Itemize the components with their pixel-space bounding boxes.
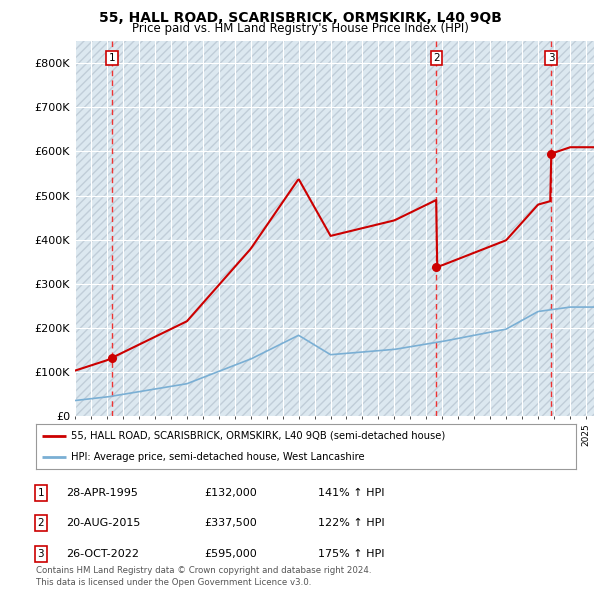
- Text: 20-AUG-2015: 20-AUG-2015: [66, 519, 140, 528]
- Text: 1: 1: [109, 53, 115, 63]
- Text: 28-APR-1995: 28-APR-1995: [66, 488, 138, 497]
- Text: Contains HM Land Registry data © Crown copyright and database right 2024.
This d: Contains HM Land Registry data © Crown c…: [36, 566, 371, 587]
- Text: £337,500: £337,500: [204, 519, 257, 528]
- Text: 2: 2: [433, 53, 440, 63]
- Text: 122% ↑ HPI: 122% ↑ HPI: [318, 519, 385, 528]
- Text: 3: 3: [37, 549, 44, 559]
- Text: HPI: Average price, semi-detached house, West Lancashire: HPI: Average price, semi-detached house,…: [71, 452, 365, 462]
- Text: Price paid vs. HM Land Registry's House Price Index (HPI): Price paid vs. HM Land Registry's House …: [131, 22, 469, 35]
- Text: £132,000: £132,000: [204, 488, 257, 497]
- Text: 55, HALL ROAD, SCARISBRICK, ORMSKIRK, L40 9QB: 55, HALL ROAD, SCARISBRICK, ORMSKIRK, L4…: [98, 11, 502, 25]
- Text: 26-OCT-2022: 26-OCT-2022: [66, 549, 139, 559]
- Text: 175% ↑ HPI: 175% ↑ HPI: [318, 549, 385, 559]
- Text: 1: 1: [37, 488, 44, 497]
- Text: 55, HALL ROAD, SCARISBRICK, ORMSKIRK, L40 9QB (semi-detached house): 55, HALL ROAD, SCARISBRICK, ORMSKIRK, L4…: [71, 431, 445, 441]
- Text: 2: 2: [37, 519, 44, 528]
- Text: 141% ↑ HPI: 141% ↑ HPI: [318, 488, 385, 497]
- Text: £595,000: £595,000: [204, 549, 257, 559]
- Text: 3: 3: [548, 53, 554, 63]
